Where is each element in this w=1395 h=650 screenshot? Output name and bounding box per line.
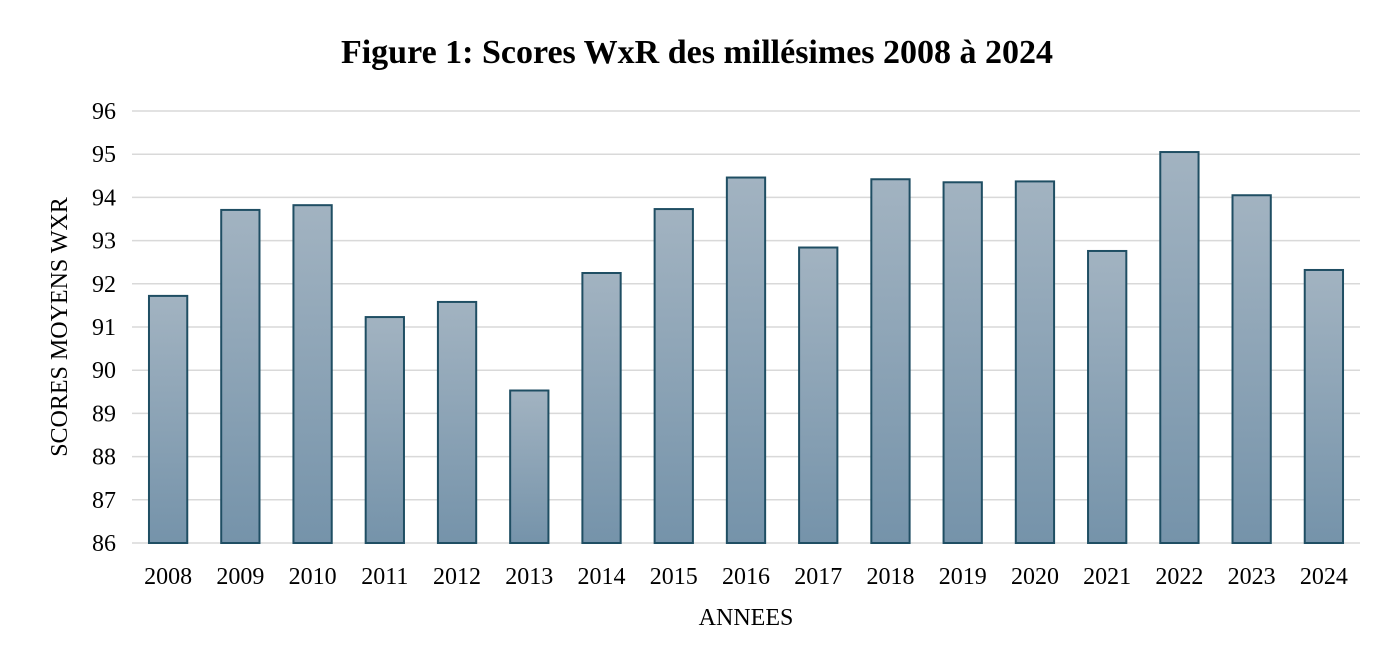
x-tick-label: 2014 [578,564,626,590]
x-tick-label: 2020 [1011,564,1059,590]
y-tick-label: 95 [92,142,116,168]
y-tick-label: 88 [92,445,116,471]
x-tick-label: 2021 [1083,564,1131,590]
bar-2012 [436,300,478,544]
y-tick-label: 93 [92,229,116,255]
x-tick-label: 2011 [361,564,408,590]
bar-2009 [220,208,261,544]
bar-2018 [870,178,911,544]
x-tick-label: 2010 [289,564,337,590]
bar-2023 [1231,194,1272,545]
y-tick-label: 94 [92,185,116,211]
bar-2013 [509,389,550,544]
bar-2011 [364,316,405,544]
x-tick-label: 2023 [1228,564,1276,590]
bar-2014 [581,272,622,544]
bar-2010 [292,204,333,544]
y-tick-label: 86 [92,531,116,557]
x-tick-label: 2022 [1155,564,1203,590]
x-tick-label: 2013 [505,564,553,590]
bar-2016 [725,176,767,544]
x-tick-label: 2019 [939,564,987,590]
x-axis-ticks: 2008 2009 2010 2011 2012 2013 2014 2015 2016 2017… [144,564,1348,590]
x-tick-label: 2024 [1300,564,1348,590]
bar-2021 [1087,249,1128,545]
y-tick-label: 96 [92,99,116,125]
y-axis-title: SCORES MOYENS WXR [47,197,73,457]
x-tick-label: 2017 [794,564,842,590]
bar-2024 [1303,268,1345,544]
bar-2019 [942,181,983,544]
bar-2022 [1159,151,1200,544]
x-tick-label: 2008 [144,564,192,590]
x-tick-label: 2015 [650,564,698,590]
x-tick-label: 2012 [433,564,481,590]
bar-2008 [147,294,189,544]
y-tick-label: 89 [92,401,116,427]
bar-2017 [798,246,839,544]
y-tick-label: 92 [92,272,116,298]
x-tick-label: 2016 [722,564,770,590]
y-tick-label: 90 [92,358,116,384]
chart-title: Figure 1: Scores WxR des millésimes 2008… [341,34,1053,71]
x-axis-title: ANNEES [699,605,794,631]
bars [147,151,1345,545]
x-tick-label: 2018 [866,564,914,590]
bar-2015 [653,208,694,544]
y-tick-label: 87 [92,488,116,514]
bar-2020 [1014,180,1056,545]
x-tick-label: 2009 [216,564,264,590]
y-tick-label: 91 [92,315,116,341]
y-axis-ticks: 86 87 88 89 90 91 92 93 94 95 96 [92,99,116,557]
